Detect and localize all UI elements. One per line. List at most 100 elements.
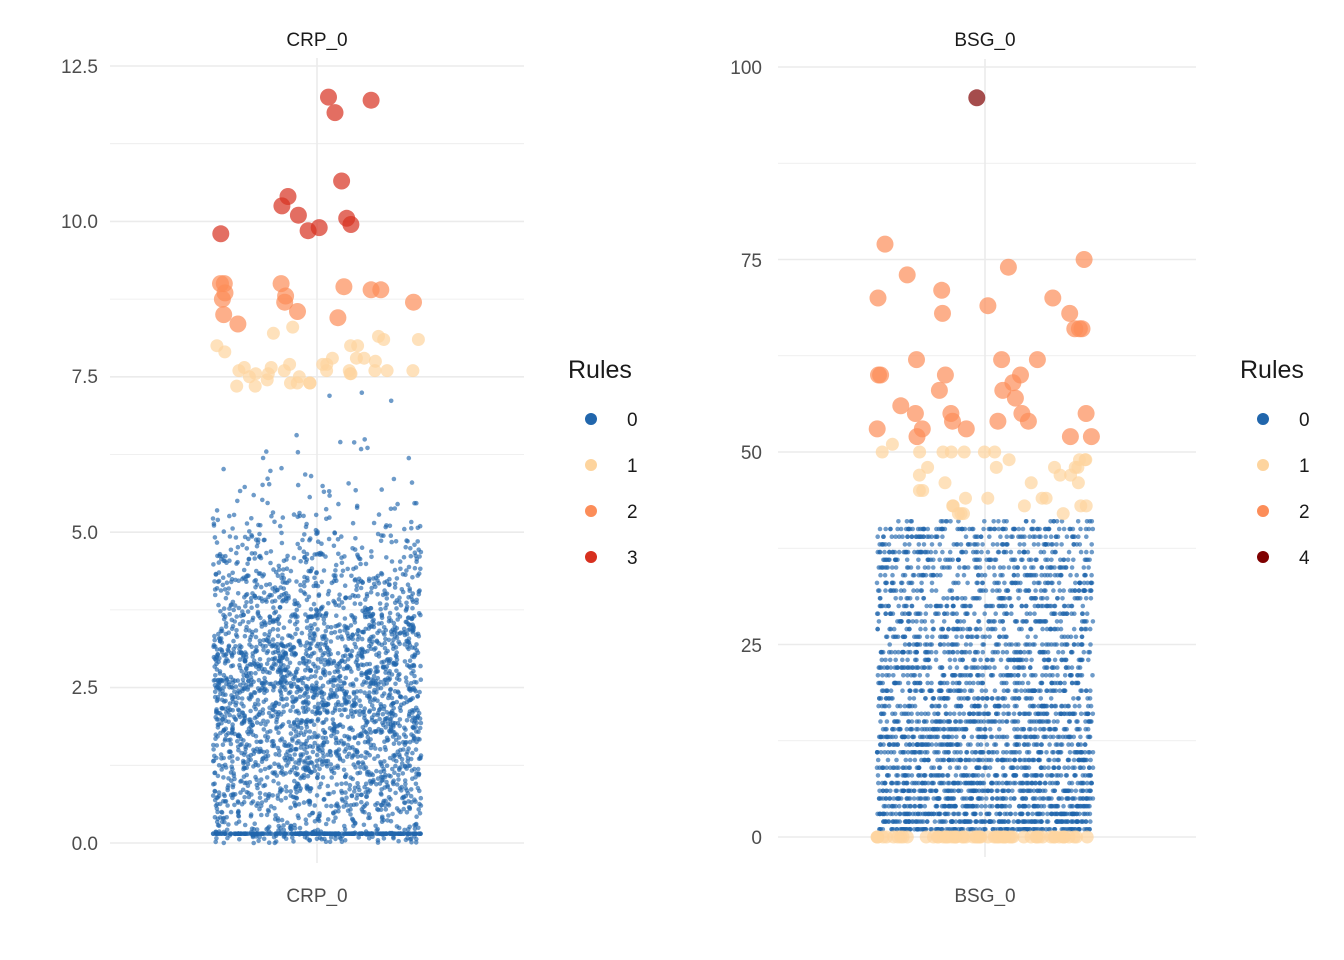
point-rule-0 [314,612,319,617]
point-rule-0 [242,650,248,655]
point-rule-0 [270,743,275,749]
point-rule-0 [277,667,283,673]
point-rule-0 [383,807,389,812]
point-rule-0 [410,597,415,602]
point-rule-0 [218,730,223,736]
point-rule-0 [373,718,379,724]
point-rule-0 [402,526,407,532]
point-rule-0 [249,534,255,539]
point-rule-0 [236,708,242,713]
point-rule-0 [280,580,286,585]
point-rule-0 [294,432,299,438]
point-rule-0 [270,664,275,669]
point-rule-0 [397,641,403,647]
point-rule-0 [254,746,260,752]
point-rule-0 [327,657,333,662]
point-rule-0 [417,801,422,807]
point-rule-0 [374,782,379,787]
point-rule-0 [276,563,282,569]
point-rule-0 [877,696,882,701]
point-rule-0 [346,481,351,486]
point-rule-0 [231,646,236,652]
point-rule-0 [345,734,350,739]
point-rule-0 [277,654,283,659]
point-rule-0 [925,526,931,532]
point-rule-0 [268,714,274,719]
point-rule-0 [348,807,353,812]
point-rule-0 [949,788,955,794]
point-rule-0 [214,667,220,672]
point-rule-0 [946,626,951,632]
point-rule-0 [1007,803,1013,809]
point-rule-0 [281,823,286,828]
point-rule-2 [362,281,380,299]
point-rule-0 [942,649,947,655]
point-rule-0 [409,768,415,773]
point-rule-0 [361,804,366,810]
point-rule-0 [281,663,286,668]
point-rule-0 [409,836,414,841]
point-rule-0 [378,730,384,735]
point-rule-0 [247,529,252,534]
crp-y-tick: 10.0 [61,212,98,233]
point-rule-0 [297,825,303,831]
point-rule-0 [345,714,351,720]
point-rule-0 [245,761,251,767]
panel-crp: CRP_0 0.0 2.5 5.0 7.5 10.0 12.5 CRP_0 [61,30,524,907]
point-rule-0 [279,769,285,774]
point-rule-0 [1034,526,1040,532]
point-rule-0 [350,702,356,708]
point-rule-0 [245,561,250,567]
point-rule-0 [323,640,329,646]
point-rule-0 [415,766,421,772]
point-rule-0 [957,565,962,570]
point-rule-0 [296,686,301,692]
point-rule-0 [904,742,909,747]
point-rule-0 [887,796,893,801]
point-rule-0 [315,539,321,544]
point-rule-0 [373,665,378,670]
point-rule-2 [289,303,306,320]
point-rule-0 [934,526,939,532]
point-rule-0 [388,687,393,693]
point-rule-0 [303,741,308,746]
point-rule-0 [212,753,217,759]
point-rule-0 [378,679,383,685]
point-rule-0 [418,831,423,836]
point-rule-0 [348,725,354,731]
point-rule-0 [252,821,257,826]
point-rule-0 [1017,588,1023,593]
point-rule-0 [1054,519,1060,524]
point-rule-0 [359,545,365,550]
point-rule-0 [305,665,311,671]
point-rule-0 [386,813,391,818]
point-rule-0 [406,595,411,600]
point-rule-0 [393,681,398,687]
point-rule-0 [398,708,404,714]
point-rule-0 [225,591,230,596]
point-rule-0 [1088,642,1093,647]
point-rule-0 [964,611,969,616]
point-rule-0 [307,729,313,734]
point-rule-0 [382,588,387,593]
point-rule-0 [293,760,298,765]
point-rule-0 [379,620,384,626]
point-rule-0 [235,695,241,701]
point-rule-0 [1041,549,1047,555]
point-rule-0 [392,732,398,738]
point-rule-0 [223,706,228,711]
point-rule-0 [219,712,224,718]
point-rule-0 [234,561,239,566]
point-rule-0 [251,658,257,663]
point-rule-0 [335,803,340,808]
point-rule-0 [324,645,330,650]
point-rule-0 [1015,719,1021,724]
point-rule-0 [317,784,322,790]
point-rule-0 [1052,657,1058,663]
point-rule-0 [342,554,347,559]
point-rule-0 [339,796,345,802]
point-rule-0 [304,750,310,756]
point-rule-0 [366,578,372,583]
point-rule-0 [945,680,950,686]
point-rule-0 [288,731,294,736]
